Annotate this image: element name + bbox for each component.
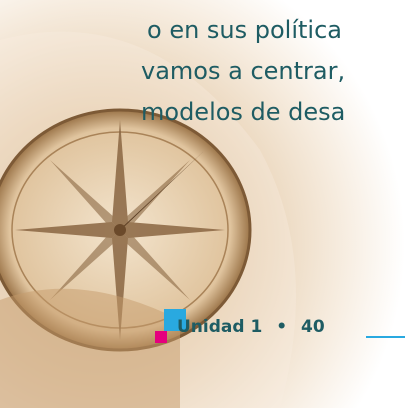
body-line: vamos a centrar,: [141, 57, 345, 85]
magenta-square: [155, 331, 167, 343]
page-number: 40: [301, 317, 325, 337]
body-line: modelos de desa: [141, 98, 345, 126]
separator: •: [276, 317, 287, 337]
footer-label: Unidad 1 • 40: [177, 317, 325, 337]
compass-pivot: [114, 224, 126, 236]
unit: Unidad 1: [177, 317, 262, 337]
page: o en sus política vamos a centrar, model…: [0, 0, 405, 408]
page-canvas: o en sus política vamos a centrar, model…: [0, 0, 405, 408]
body-line: o en sus política: [147, 16, 342, 44]
